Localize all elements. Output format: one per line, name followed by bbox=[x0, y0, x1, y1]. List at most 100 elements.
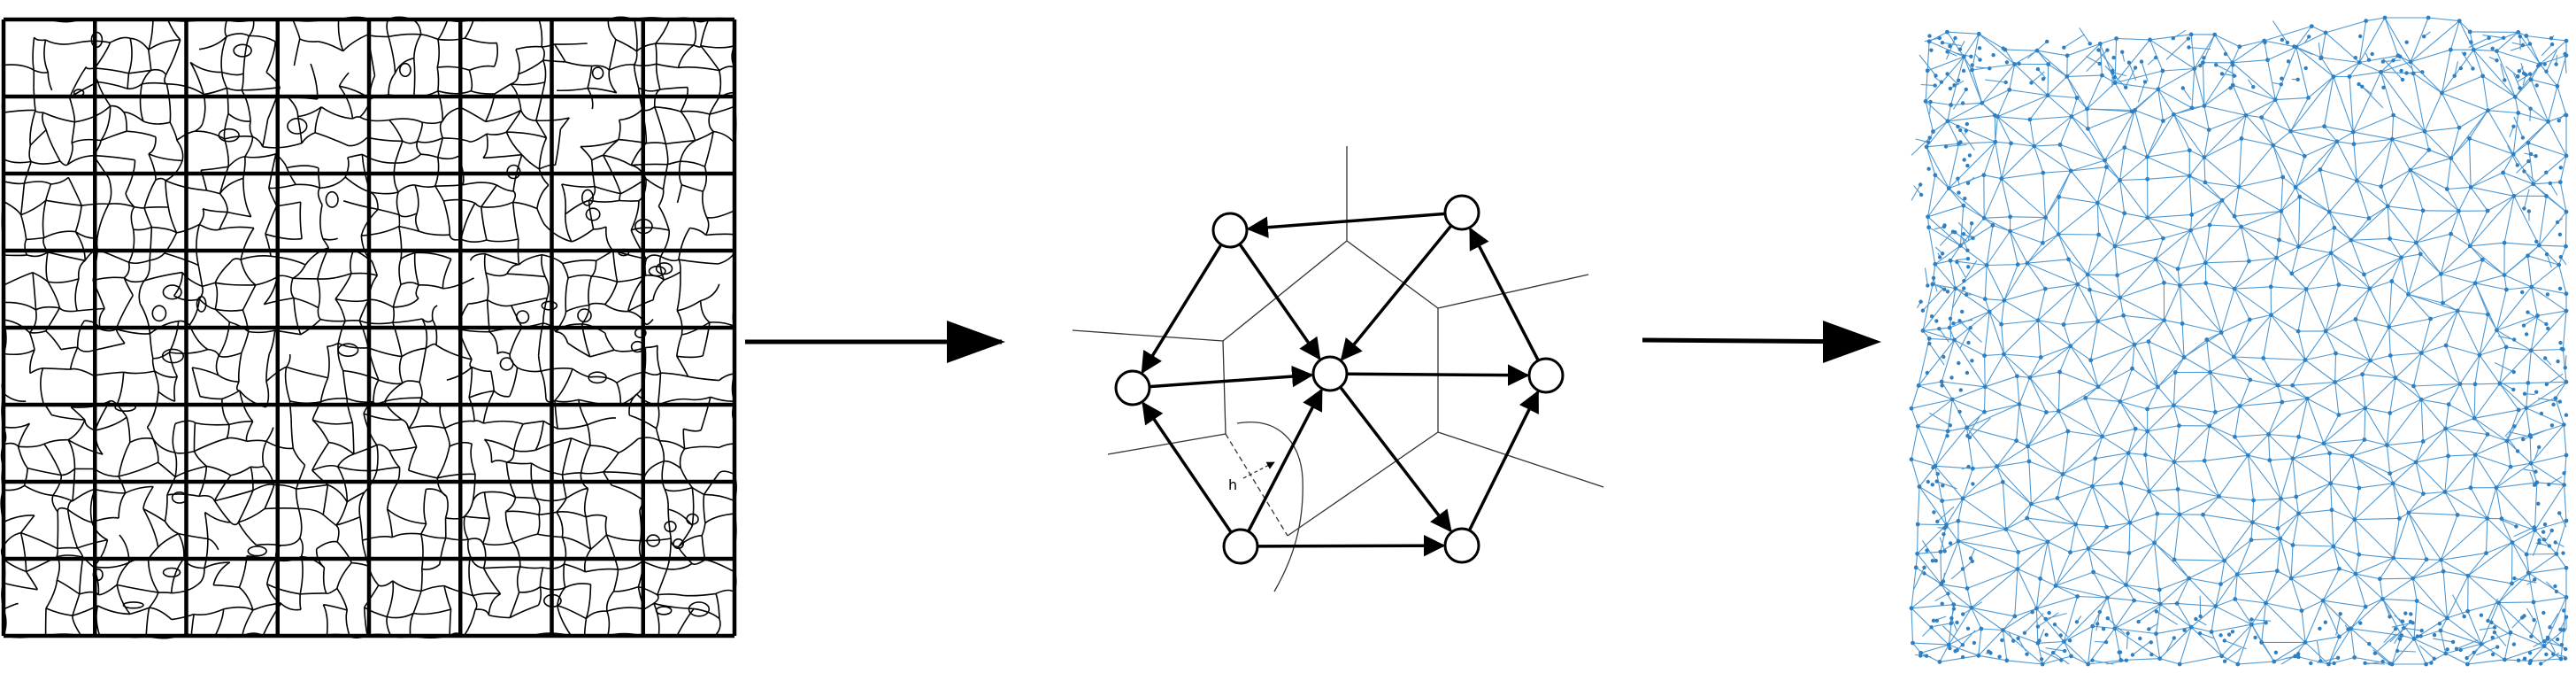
mesh-node bbox=[2112, 81, 2118, 85]
mesh-node bbox=[2009, 141, 2013, 146]
crack-segment bbox=[392, 321, 403, 357]
mesh-edge bbox=[2304, 352, 2336, 361]
mesh-node bbox=[2349, 626, 2354, 631]
mesh-edge bbox=[1995, 141, 2011, 144]
mesh-node bbox=[2542, 522, 2548, 527]
mesh-edge bbox=[1949, 174, 1984, 190]
mesh-node bbox=[2203, 180, 2208, 185]
crack-segment bbox=[181, 272, 203, 288]
mesh-node bbox=[2544, 652, 2549, 657]
mesh-node bbox=[2490, 46, 2495, 50]
mesh-edge bbox=[2097, 386, 2121, 402]
mesh-node bbox=[2155, 511, 2160, 516]
mesh-edge bbox=[1983, 386, 1986, 413]
mesh-edge bbox=[2215, 606, 2252, 625]
mesh-node bbox=[2467, 29, 2472, 35]
mesh-edge bbox=[2252, 522, 2279, 530]
grid-overlay bbox=[1, 17, 737, 638]
mesh-edge bbox=[2241, 226, 2249, 262]
crack-segment bbox=[35, 306, 60, 311]
mesh-edge bbox=[2268, 398, 2308, 435]
crack-segment bbox=[408, 398, 422, 429]
crack-segment bbox=[33, 69, 49, 74]
mesh-edge bbox=[1928, 227, 1936, 265]
mesh-node bbox=[2212, 32, 2218, 37]
mesh-node bbox=[1928, 99, 1933, 104]
crack-segment bbox=[388, 36, 396, 74]
mesh-edge bbox=[1947, 104, 1952, 121]
mesh-edge bbox=[2364, 438, 2388, 446]
mesh-edge bbox=[2205, 282, 2235, 290]
mesh-edge bbox=[2087, 245, 2116, 275]
mesh-edge bbox=[2239, 406, 2269, 435]
mesh-edge bbox=[2301, 610, 2306, 643]
mesh-edge bbox=[2334, 382, 2366, 409]
crack-segment bbox=[676, 355, 704, 359]
crack-segment bbox=[645, 178, 664, 190]
crack-segment bbox=[73, 40, 111, 44]
mesh-edge bbox=[2026, 517, 2076, 525]
mesh-edge bbox=[2096, 203, 2100, 236]
mesh-node bbox=[1933, 261, 1938, 267]
crack-segment bbox=[392, 283, 402, 308]
mesh-node bbox=[2399, 255, 2404, 260]
mesh-edge bbox=[2147, 405, 2174, 410]
mesh-edge bbox=[2498, 602, 2545, 647]
graph-node bbox=[1211, 212, 1249, 249]
mesh-edge bbox=[2548, 121, 2567, 157]
crack-segment bbox=[45, 39, 75, 45]
crack-segment bbox=[561, 263, 569, 278]
crack-segment bbox=[296, 116, 303, 143]
crack-segment bbox=[510, 74, 519, 85]
crack-segment bbox=[346, 398, 374, 403]
mesh-node bbox=[2296, 244, 2301, 249]
mesh-edge bbox=[2124, 67, 2136, 89]
mesh-node bbox=[2455, 308, 2460, 313]
mesh-edge bbox=[2528, 553, 2557, 574]
crack-segment bbox=[603, 471, 646, 476]
mesh-edge bbox=[2203, 157, 2206, 182]
mesh-node bbox=[2261, 356, 2266, 360]
mesh-node bbox=[1962, 279, 1966, 283]
mesh-edge bbox=[2206, 332, 2222, 340]
mesh-node bbox=[2515, 449, 2520, 453]
mesh-edge bbox=[2017, 375, 2030, 378]
mesh-edge bbox=[2413, 385, 2422, 400]
mesh-edge bbox=[2057, 202, 2098, 236]
mesh-edge bbox=[2026, 517, 2049, 543]
mesh-edge bbox=[2350, 628, 2402, 637]
mesh-node bbox=[1965, 425, 1970, 430]
mesh-edge bbox=[2514, 64, 2541, 97]
mesh-edge bbox=[2412, 73, 2442, 94]
mesh-edge bbox=[2241, 226, 2277, 259]
mesh-edge bbox=[2145, 454, 2175, 463]
mesh-node bbox=[1933, 463, 1938, 468]
mesh-node bbox=[2061, 322, 2066, 327]
mesh-edge bbox=[2159, 577, 2189, 591]
mesh-edge bbox=[2134, 110, 2149, 158]
crack-segment bbox=[293, 38, 301, 66]
crack-segment bbox=[542, 298, 548, 324]
mesh-edge bbox=[2355, 573, 2383, 600]
mesh-edge bbox=[2496, 31, 2519, 52]
mesh-edge bbox=[1918, 399, 1953, 427]
mesh-node bbox=[2251, 498, 2257, 503]
mesh-edge bbox=[2393, 557, 2413, 579]
mesh-edge bbox=[2527, 120, 2549, 143]
mesh-node bbox=[2175, 487, 2180, 491]
mesh-node bbox=[1982, 384, 1988, 390]
mesh-node bbox=[1970, 466, 1975, 471]
mesh-edge bbox=[1967, 415, 1980, 437]
crack-segment bbox=[664, 486, 693, 492]
mesh-node bbox=[2454, 646, 2459, 651]
crack-segment bbox=[108, 177, 112, 205]
crack-segment bbox=[98, 584, 118, 596]
crack-segment bbox=[265, 41, 276, 73]
mesh-edge bbox=[1917, 553, 1942, 585]
crack-segment bbox=[512, 533, 538, 544]
crack-segment bbox=[327, 484, 348, 503]
mesh-node bbox=[2288, 576, 2294, 581]
crack-segment bbox=[143, 205, 169, 209]
mesh-node bbox=[2516, 111, 2521, 115]
crack-segment bbox=[24, 181, 51, 185]
